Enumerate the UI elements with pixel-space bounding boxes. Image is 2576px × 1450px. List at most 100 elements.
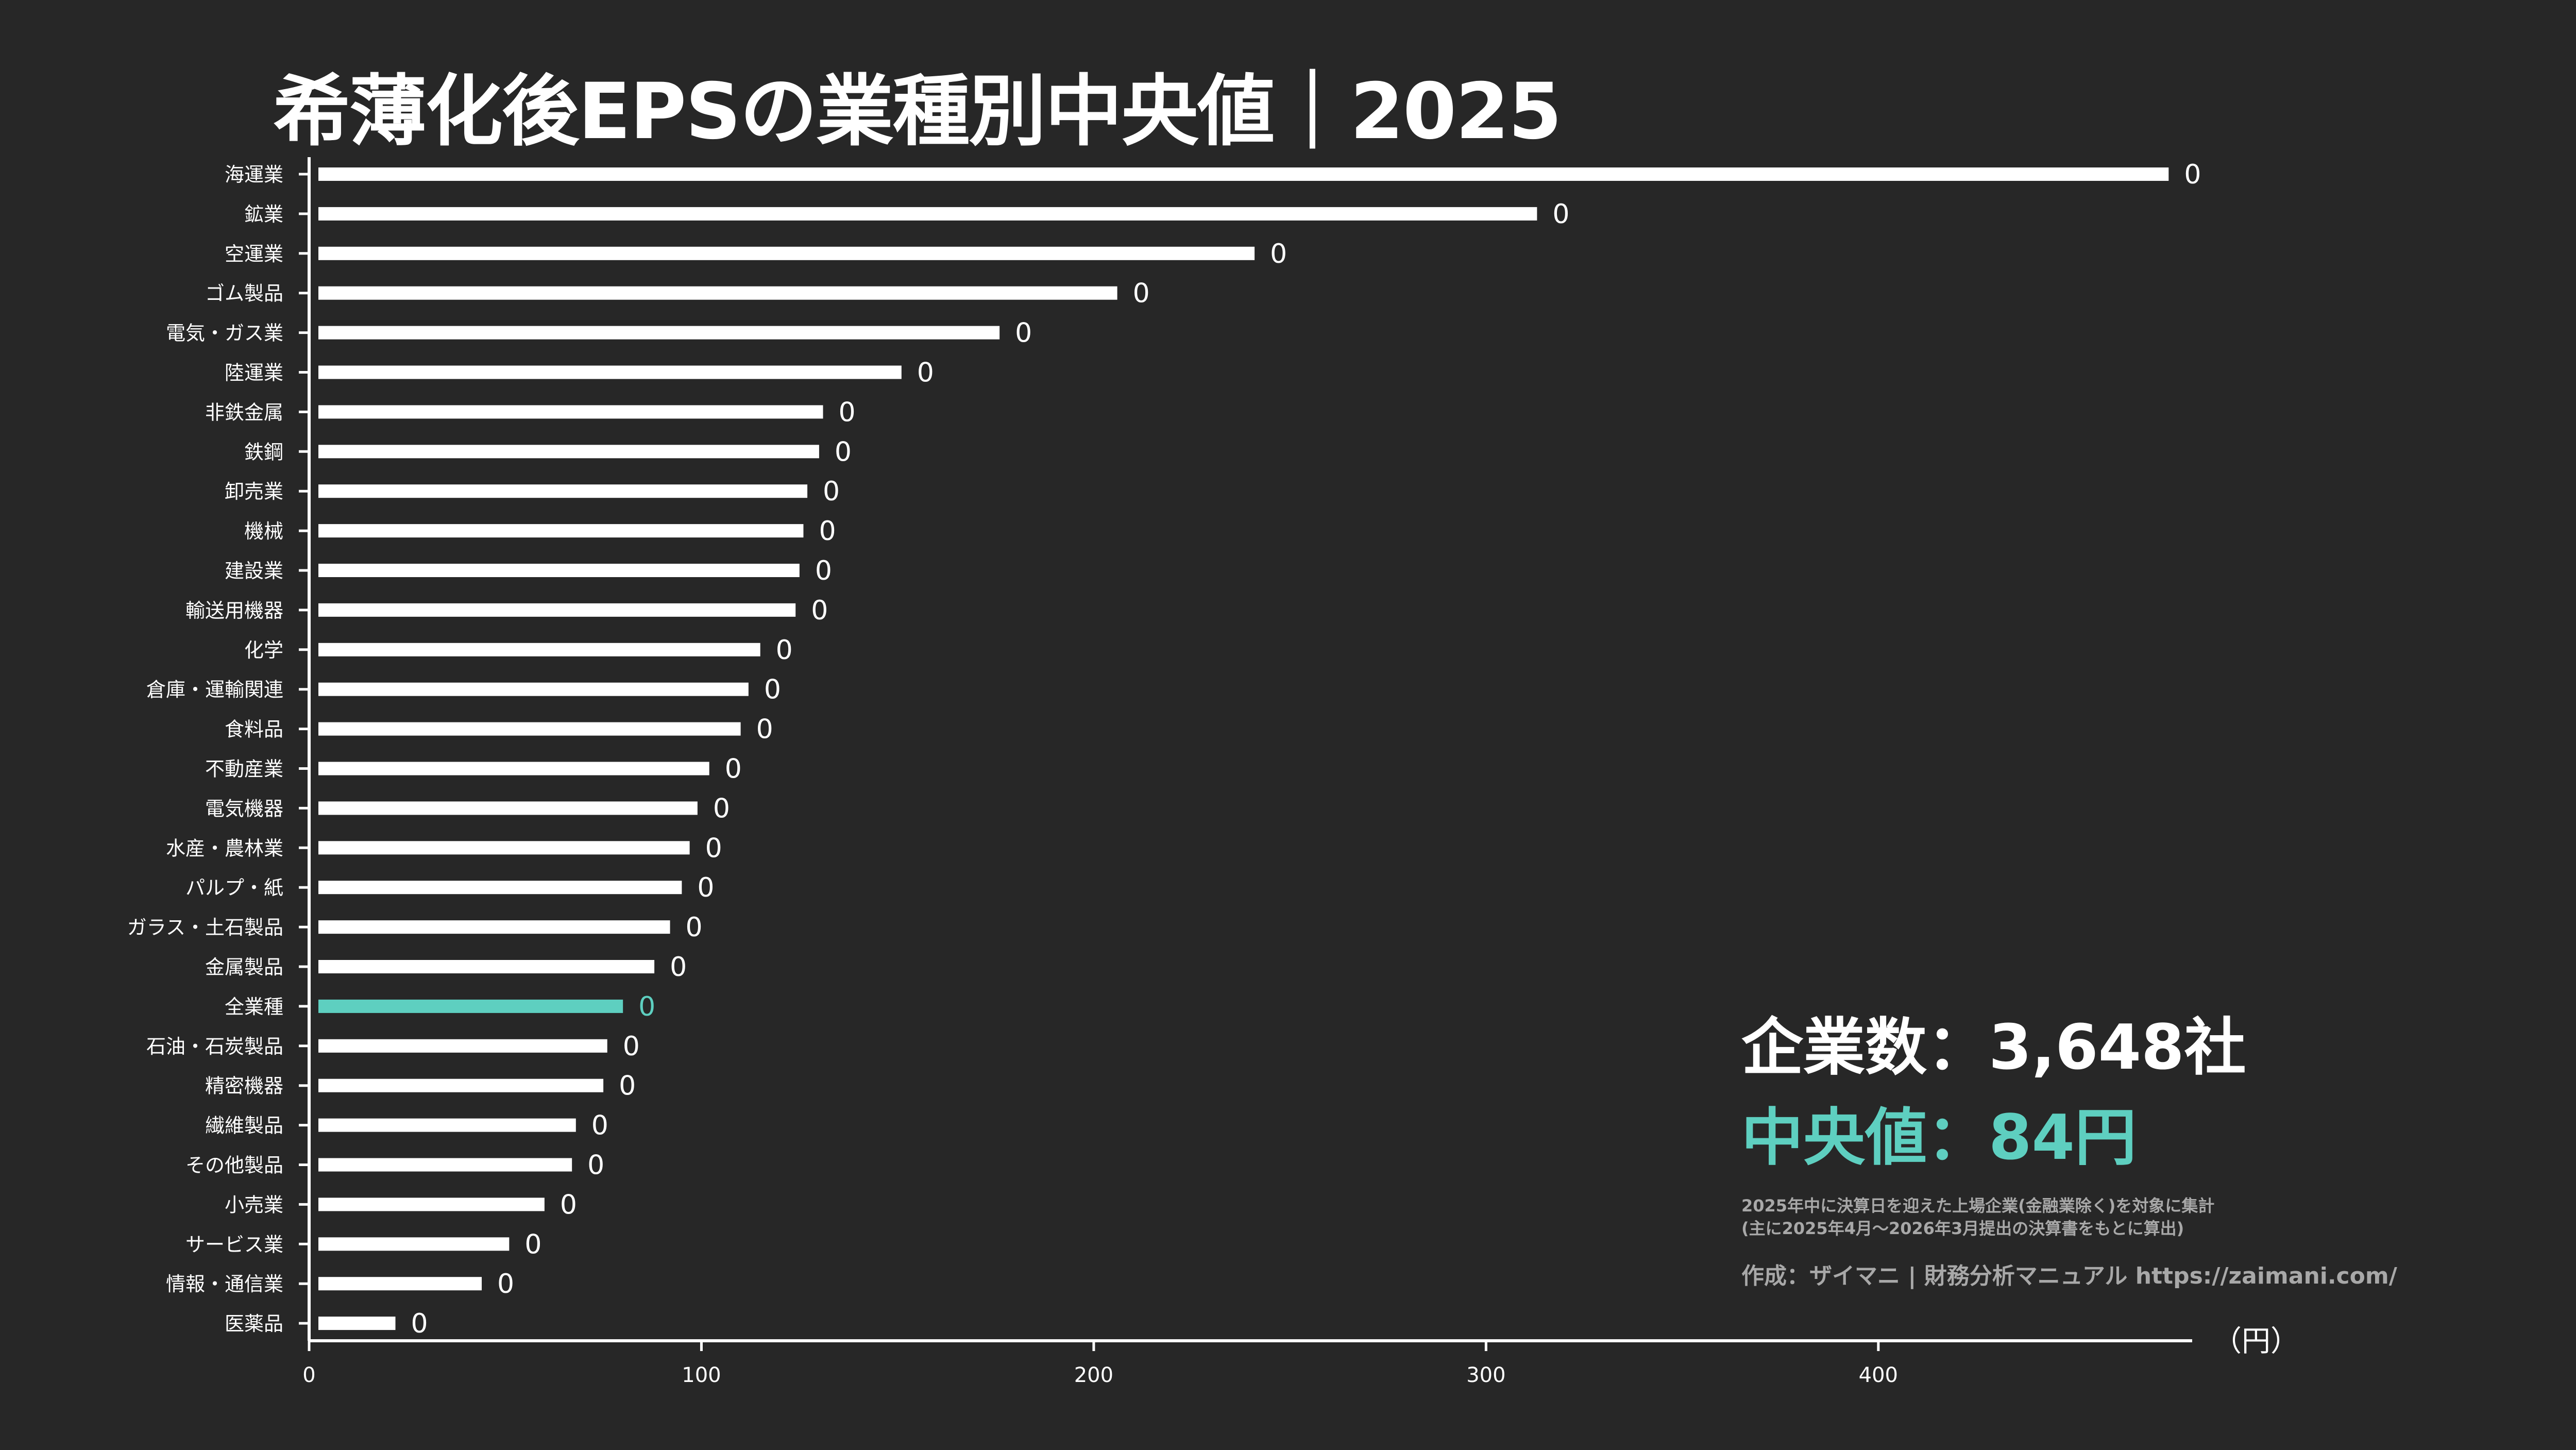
bar (318, 603, 796, 617)
bar (318, 1118, 576, 1132)
data-label: 0 (591, 1110, 608, 1141)
data-label: 0 (764, 675, 781, 705)
category-label: 繊維製品 (205, 1115, 283, 1137)
data-label: 0 (524, 1229, 541, 1260)
data-label: 0 (815, 555, 832, 586)
data-label: 0 (619, 1071, 636, 1102)
category-label: 卸売業 (225, 480, 283, 503)
bar (318, 484, 808, 498)
method-note: 2025年中に決算日を迎えた上場企業(金融業除く)を対象に集計 (1741, 1196, 2215, 1216)
chart-title: 希薄化後EPSの業種別中央値｜2025 (273, 67, 1562, 157)
category-label: 電気・ガス業 (166, 322, 283, 345)
credit-link[interactable]: 作成：ザイマニ | 財務分析マニュアル https://zaimani.com/ (1741, 1263, 2397, 1289)
x-tick-label: 300 (1466, 1363, 1505, 1387)
category-label: 電気機器 (205, 797, 283, 820)
bar (318, 326, 1000, 340)
bar (318, 920, 670, 934)
data-label: 0 (686, 912, 703, 943)
bar (318, 405, 823, 419)
data-label: 0 (705, 833, 722, 864)
data-label: 0 (1015, 318, 1032, 349)
x-tick-label: 200 (1074, 1363, 1113, 1387)
category-label: 機械 (244, 520, 283, 543)
bar (318, 1317, 396, 1330)
bar (318, 207, 1537, 221)
category-label: パルプ・紙 (185, 876, 283, 899)
category-label: ガラス・土石製品 (127, 916, 283, 939)
category-label: 医薬品 (225, 1312, 283, 1335)
data-label: 0 (623, 1031, 640, 1062)
category-label: 倉庫・運輸関連 (146, 679, 283, 701)
category-label: 食料品 (225, 718, 283, 741)
bar (318, 564, 800, 577)
data-label: 0 (713, 793, 730, 824)
data-label: 0 (638, 991, 655, 1022)
category-label: 鉄鋼 (244, 441, 283, 463)
data-label: 0 (1552, 199, 1569, 230)
category-label: 情報・通信業 (166, 1273, 283, 1295)
data-label: 0 (1133, 278, 1150, 309)
bar (318, 762, 709, 775)
data-label: 0 (670, 952, 687, 983)
data-label: 0 (587, 1150, 604, 1181)
bar (318, 246, 1255, 260)
category-label: 海運業 (225, 163, 283, 186)
bar (318, 881, 682, 895)
data-label: 0 (560, 1189, 577, 1220)
bar (318, 1078, 604, 1092)
bar (318, 960, 655, 973)
category-label: その他製品 (185, 1154, 283, 1177)
bar (318, 1198, 545, 1211)
category-label: 精密機器 (205, 1075, 283, 1098)
category-label: 化学 (244, 639, 283, 662)
bar (318, 722, 741, 736)
bar (318, 524, 804, 538)
company-count: 企業数：3,648社 (1741, 1012, 2246, 1084)
category-label: 小売業 (225, 1193, 283, 1216)
category-label: 金属製品 (205, 956, 283, 979)
data-label: 0 (835, 436, 852, 467)
data-label: 0 (756, 714, 773, 745)
x-tick-label: 0 (302, 1363, 315, 1387)
category-label: 水産・農林業 (166, 837, 283, 859)
category-label: 建設業 (225, 560, 283, 582)
bar (318, 682, 749, 696)
bar (318, 445, 819, 459)
bar (318, 801, 698, 815)
bar (318, 1237, 510, 1251)
x-tick-label: 100 (682, 1363, 721, 1387)
category-label: 非鉄金属 (205, 401, 283, 424)
bar (318, 643, 760, 656)
category-label: 全業種 (225, 996, 283, 1018)
bar (318, 167, 2169, 181)
data-label: 0 (819, 516, 836, 547)
data-label: 0 (823, 476, 840, 507)
bar (318, 1277, 482, 1291)
data-label: 0 (1270, 239, 1287, 269)
bar (318, 286, 1117, 300)
data-label: 0 (2184, 159, 2201, 190)
x-unit-label: （円） (2213, 1325, 2299, 1358)
bar (318, 365, 902, 379)
data-label: 0 (697, 872, 714, 903)
category-label: 空運業 (225, 243, 283, 265)
data-label: 0 (811, 595, 828, 626)
bar (318, 1039, 607, 1053)
data-label: 0 (839, 397, 856, 428)
category-label: 陸運業 (225, 362, 283, 384)
category-label: 石油・石炭製品 (146, 1035, 283, 1058)
data-label: 0 (776, 635, 793, 666)
x-tick-label: 400 (1859, 1363, 1898, 1387)
category-label: 輸送用機器 (185, 599, 283, 622)
category-label: サービス業 (185, 1233, 283, 1256)
data-label: 0 (497, 1269, 514, 1300)
bar (318, 999, 623, 1013)
category-label: 鉱業 (244, 203, 283, 226)
bar (318, 841, 690, 855)
data-label: 0 (725, 754, 742, 785)
bar (318, 1158, 572, 1172)
period-note: (主に2025年4月～2026年3月提出の決算書をもとに算出) (1741, 1219, 2184, 1238)
category-label: 不動産業 (205, 758, 283, 781)
median-value: 中央値：84円 (1741, 1102, 2137, 1174)
